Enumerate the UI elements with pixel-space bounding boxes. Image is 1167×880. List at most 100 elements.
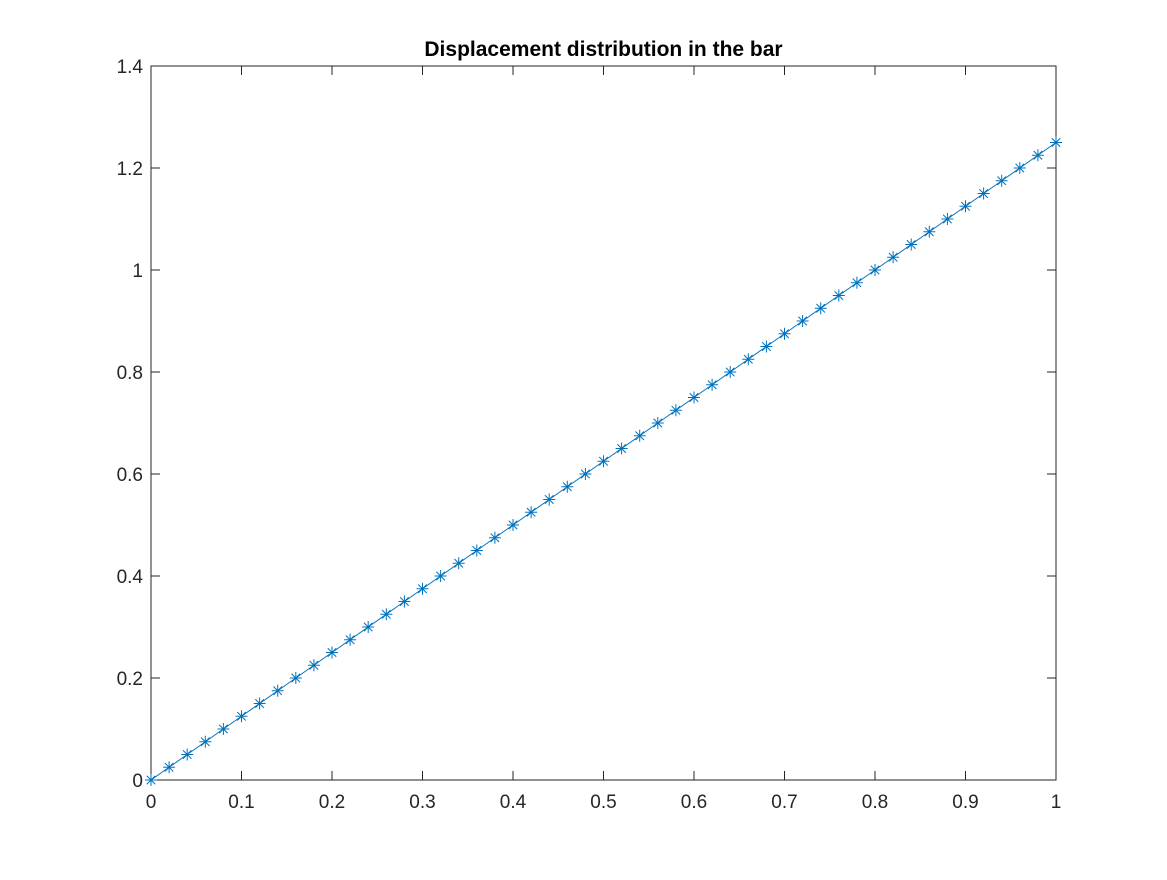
data-point-marker	[163, 761, 176, 774]
data-point-marker	[579, 468, 592, 480]
data-point-marker	[814, 302, 827, 315]
data-point-marker	[416, 582, 429, 595]
data-point-marker	[307, 659, 320, 672]
marker-stroke	[598, 456, 609, 466]
y-tick-label: 0	[132, 771, 143, 792]
data-point-marker	[470, 544, 483, 557]
data-point-marker	[905, 238, 918, 251]
data-point-marker	[543, 493, 556, 506]
y-tick-label: 0.6	[117, 465, 143, 486]
y-tick-label: 0.4	[117, 567, 144, 588]
marker-stroke	[454, 558, 464, 568]
data-point-marker	[633, 429, 646, 442]
plot-area	[151, 66, 1056, 780]
x-tick-label: 0.2	[319, 792, 345, 813]
data-point-marker	[597, 455, 610, 468]
data-point-marker	[887, 251, 900, 264]
marker-stroke	[743, 354, 753, 364]
marker-stroke	[508, 520, 518, 530]
data-point-marker	[271, 684, 284, 697]
marker-stroke	[146, 775, 156, 785]
marker-stroke	[436, 571, 446, 581]
x-tick-label: 0.5	[590, 792, 616, 813]
data-point-marker	[326, 646, 338, 659]
marker-stroke	[960, 201, 971, 211]
axes-layer: 0 0.1 0.2 0.3 0.4 0.5 0.6 0.7 0.8 0.9 1 0 0.2 0.4 0.6 0…	[117, 57, 1062, 813]
data-point-marker	[235, 710, 248, 723]
data-point-marker	[344, 633, 357, 646]
marker-stroke	[182, 749, 192, 760]
data-point-marker	[778, 327, 791, 340]
chart-title: Displacement distribution in the bar	[424, 38, 782, 61]
data-point-marker	[380, 608, 393, 621]
marker-stroke	[979, 188, 989, 199]
x-tick-label: 0.6	[681, 792, 707, 813]
marker-stroke	[562, 482, 572, 492]
data-point-marker	[525, 506, 538, 519]
marker-stroke	[417, 584, 428, 594]
data-point-marker	[869, 264, 881, 276]
marker-stroke	[617, 443, 627, 454]
marker-stroke	[544, 494, 554, 505]
data-point-marker	[615, 442, 628, 455]
marker-stroke	[345, 635, 355, 645]
data-point-marker	[398, 595, 411, 608]
data-point-marker	[1013, 162, 1026, 174]
marker-stroke	[870, 265, 880, 275]
marker-stroke	[779, 329, 790, 339]
data-point-marker	[289, 672, 302, 684]
marker-stroke	[997, 176, 1007, 186]
data-point-marker	[217, 723, 230, 735]
marker-stroke	[1051, 137, 1061, 148]
data-point-marker	[452, 557, 465, 570]
marker-stroke	[653, 418, 663, 428]
marker-stroke	[236, 711, 247, 721]
marker-stroke	[255, 698, 265, 709]
marker-stroke	[327, 647, 337, 658]
marker-stroke	[580, 469, 590, 479]
data-point-marker	[488, 531, 501, 544]
data-point-marker	[1050, 136, 1062, 149]
data-point-marker	[850, 276, 863, 289]
marker-stroke	[309, 660, 319, 670]
data-point-marker	[796, 315, 809, 327]
marker-stroke	[671, 405, 681, 415]
marker-stroke	[472, 545, 482, 556]
data-point-marker	[199, 735, 212, 748]
marker-stroke	[164, 762, 174, 772]
data-point-marker	[1031, 149, 1044, 162]
marker-stroke	[273, 686, 283, 696]
data-point-marker	[706, 378, 719, 391]
data-point-marker	[253, 697, 266, 710]
x-tick-label: 0.4	[500, 792, 527, 813]
series-layer	[145, 136, 1062, 786]
y-tick-label: 0.2	[117, 669, 143, 690]
y-tick-label: 0.8	[117, 363, 143, 384]
data-point-marker	[760, 340, 773, 353]
marker-stroke	[291, 673, 301, 683]
data-point-marker	[362, 621, 375, 633]
data-point-marker	[651, 417, 664, 429]
marker-stroke	[798, 316, 808, 326]
data-point-marker	[923, 225, 936, 238]
x-tick-label: 0.1	[228, 792, 254, 813]
marker-stroke	[725, 367, 735, 377]
data-point-marker	[742, 353, 755, 366]
marker-stroke	[924, 227, 934, 237]
marker-stroke	[707, 380, 717, 390]
data-point-marker	[959, 200, 972, 213]
x-tick-label: 0	[146, 792, 157, 813]
x-tick-label: 0.9	[952, 792, 978, 813]
x-tick-label: 1	[1051, 792, 1062, 813]
data-point-marker	[145, 774, 157, 786]
marker-stroke	[689, 392, 699, 403]
marker-stroke	[635, 431, 645, 441]
data-point-marker	[507, 519, 519, 531]
data-point-marker	[832, 289, 845, 302]
marker-stroke	[888, 252, 898, 262]
marker-stroke	[490, 533, 500, 543]
data-point-marker	[688, 391, 700, 404]
marker-stroke	[526, 507, 536, 517]
